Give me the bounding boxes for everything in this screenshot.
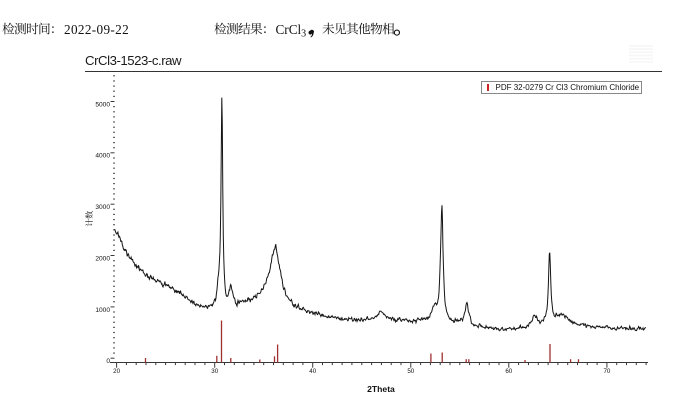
svg-text:70: 70 — [603, 368, 610, 375]
svg-text:1000: 1000 — [95, 307, 110, 314]
svg-text:50: 50 — [407, 368, 414, 375]
svg-text:30: 30 — [211, 368, 218, 375]
svg-text:3000: 3000 — [95, 204, 110, 211]
svg-text:40: 40 — [309, 368, 316, 375]
svg-text:20: 20 — [113, 368, 120, 375]
svg-text:0: 0 — [106, 358, 110, 365]
svg-text:4000: 4000 — [95, 153, 110, 160]
svg-text:60: 60 — [505, 368, 512, 375]
svg-text:2000: 2000 — [95, 255, 110, 262]
svg-text:5000: 5000 — [95, 101, 110, 108]
svg-text:2Theta: 2Theta — [367, 384, 395, 394]
